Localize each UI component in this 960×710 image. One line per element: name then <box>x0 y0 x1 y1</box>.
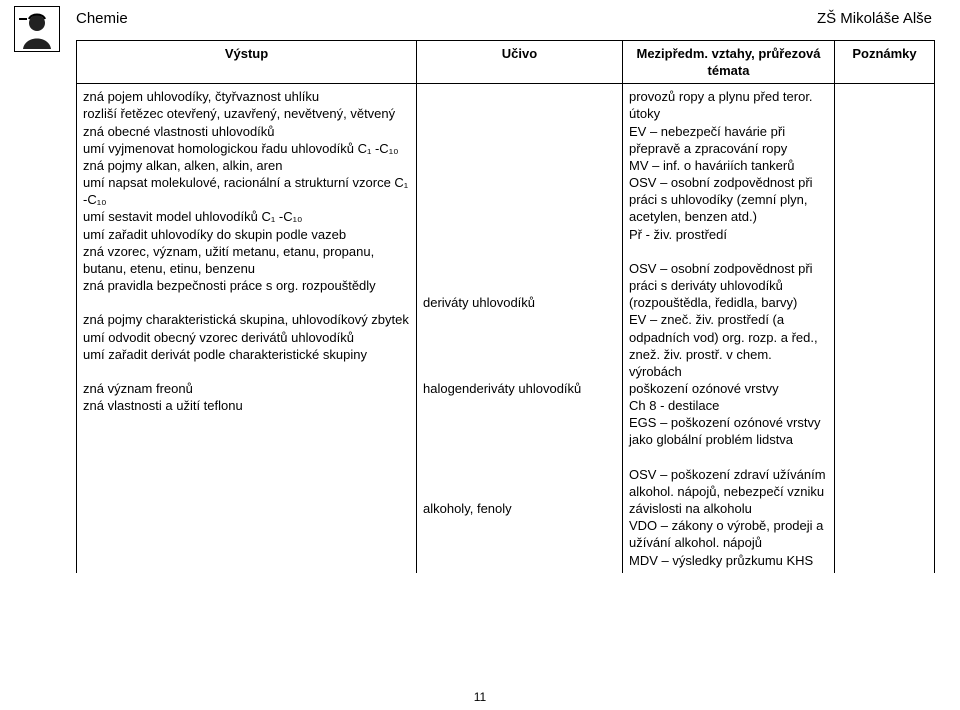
mezi-line <box>629 449 828 466</box>
vystup-line: umí odvodit obecný vzorec derivátů uhlov… <box>83 329 410 346</box>
logo-portrait-icon <box>14 6 60 52</box>
cell-mezi: provozů ropy a plynu před teror. útokyEV… <box>623 84 835 573</box>
vystup-line: umí vyjmenovat homologickou řadu uhlovod… <box>83 140 410 157</box>
vystup-line: zná pojem uhlovodíky, čtyřvaznost uhlíku <box>83 88 410 105</box>
col-header-mezi: Mezipředm. vztahy, průřezová témata <box>623 41 835 84</box>
col-header-mezi-line1: Mezipředm. vztahy, průřezová <box>629 45 828 62</box>
cell-vystup: zná pojem uhlovodíky, čtyřvaznost uhlíku… <box>77 84 417 573</box>
table-row: zná pojem uhlovodíky, čtyřvaznost uhlíku… <box>77 84 935 573</box>
mezi-line: VDO – zákony o výrobě, prodeji a užívání… <box>629 517 828 551</box>
vystup-line <box>83 363 410 380</box>
curriculum-table: Výstup Učivo Mezipředm. vztahy, průřezov… <box>76 40 935 573</box>
mezi-line: OSV – poškození zdraví užíváním alkohol.… <box>629 466 828 517</box>
vystup-line: zná vzorec, význam, užití metanu, etanu,… <box>83 243 410 277</box>
ucivo-text: deriváty uhlovodíků halogenderiváty uhlo… <box>423 88 616 517</box>
mezi-line: provozů ropy a plynu před teror. útoky <box>629 88 828 122</box>
vystup-line: zná vlastnosti a užití teflonu <box>83 397 410 414</box>
vystup-line: zná pojmy charakteristická skupina, uhlo… <box>83 311 410 328</box>
mezi-line <box>629 243 828 260</box>
vystup-line: umí napsat molekulové, racionální a stru… <box>83 174 410 208</box>
mezi-line: Př - živ. prostředí <box>629 226 828 243</box>
mezi-line: MV – inf. o haváriích tankerů <box>629 157 828 174</box>
vystup-line: rozliší řetězec otevřený, uzavřený, nevě… <box>83 105 410 122</box>
vystup-line: zná význam freonů <box>83 380 410 397</box>
vystup-line <box>83 294 410 311</box>
vystup-line: umí zařadit derivát podle charakteristic… <box>83 346 410 363</box>
mezi-line: OSV – osobní zodpovědnost při práci s de… <box>629 260 828 311</box>
col-header-poznamky: Poznámky <box>835 41 935 84</box>
cell-poznamky <box>835 84 935 573</box>
page-number: 11 <box>474 690 486 704</box>
vystup-line: umí zařadit uhlovodíky do skupin podle v… <box>83 226 410 243</box>
col-header-mezi-line2: témata <box>629 62 828 79</box>
col-header-vystup: Výstup <box>77 41 417 84</box>
col-header-ucivo: Učivo <box>417 41 623 84</box>
mezi-line: OSV – osobní zodpovědnost při práci s uh… <box>629 174 828 225</box>
page: Chemie ZŠ Mikoláše Alše Výstup Učivo Mez… <box>0 0 960 710</box>
mezi-line: EV – nebezpečí havárie při přepravě a zp… <box>629 123 828 157</box>
vystup-line: zná obecné vlastnosti uhlovodíků <box>83 123 410 140</box>
vystup-line: zná pravidla bezpečnosti práce s org. ro… <box>83 277 410 294</box>
mezi-line: EV – zneč. živ. prostředí (a odpadních v… <box>629 311 828 380</box>
mezi-line: EGS – poškození ozónové vrstvy jako glob… <box>629 414 828 448</box>
mezi-line: poškození ozónové vrstvy <box>629 380 828 397</box>
mezi-line: MDV – výsledky průzkumu KHS <box>629 552 828 569</box>
mezi-line: Ch 8 - destilace <box>629 397 828 414</box>
cell-ucivo: deriváty uhlovodíků halogenderiváty uhlo… <box>417 84 623 573</box>
header-subject: Chemie <box>76 10 128 27</box>
header-school: ZŠ Mikoláše Alše <box>817 10 932 27</box>
vystup-line: umí sestavit model uhlovodíků C₁ -C₁₀ <box>83 208 410 225</box>
vystup-line: zná pojmy alkan, alken, alkin, aren <box>83 157 410 174</box>
